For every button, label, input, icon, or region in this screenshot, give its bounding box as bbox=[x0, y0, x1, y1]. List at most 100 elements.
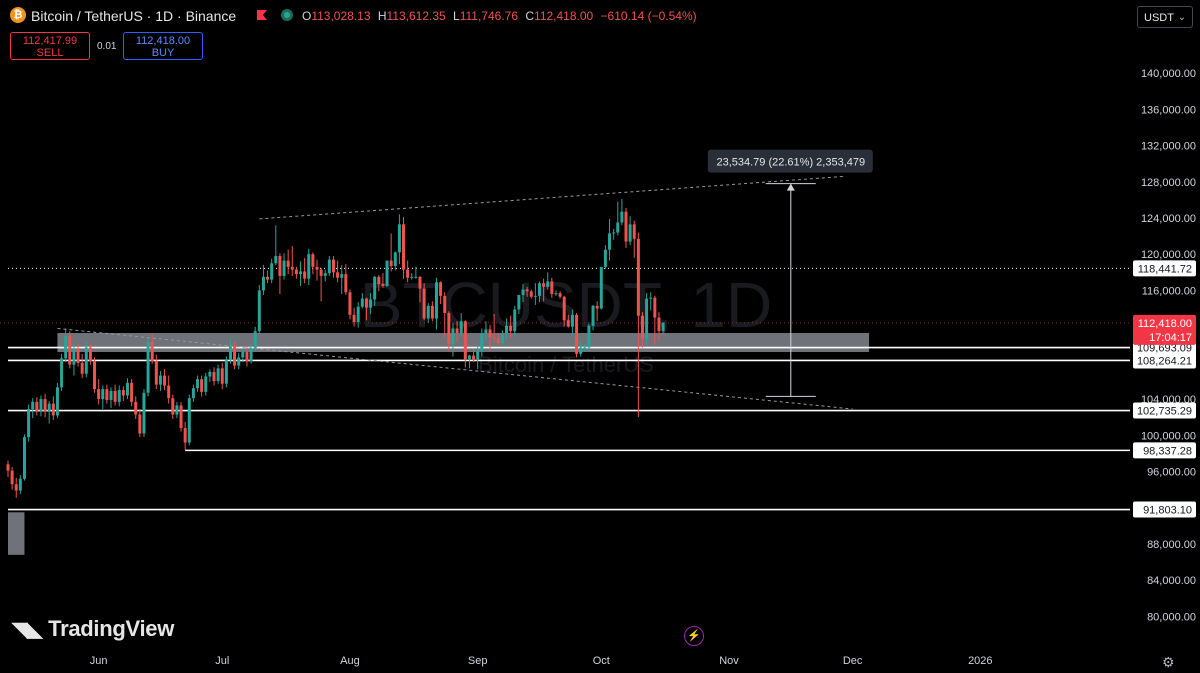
candle-body-154 bbox=[640, 315, 644, 339]
ohlc-low-value: 111,746.76 bbox=[459, 9, 519, 23]
bolt-icon[interactable]: ⚡ bbox=[684, 626, 704, 646]
candle-body-42 bbox=[179, 405, 183, 429]
ohlc-low-key: L bbox=[453, 9, 460, 23]
ohlc-high-key: H bbox=[377, 9, 387, 23]
candle-body-64 bbox=[270, 263, 274, 280]
candle-body-120 bbox=[500, 333, 504, 343]
support-zone-0 bbox=[57, 332, 870, 353]
candle-body-78 bbox=[327, 259, 331, 274]
candle-body-67 bbox=[282, 260, 286, 276]
level-price-tag-4 bbox=[1133, 442, 1196, 459]
candle-body-7 bbox=[35, 401, 39, 411]
candle-body-85 bbox=[356, 306, 360, 323]
candle-body-30 bbox=[130, 382, 134, 402]
candle-body-129 bbox=[537, 283, 541, 296]
candle-body-104 bbox=[434, 282, 438, 319]
last-price-tag bbox=[1133, 314, 1196, 345]
measure-label-box bbox=[707, 149, 873, 173]
currency-selector[interactable]: USDT ⌄ bbox=[1137, 6, 1193, 28]
candle-body-60 bbox=[253, 331, 257, 349]
y-tick-label: 132,000.00 bbox=[1141, 141, 1196, 153]
candle-body-88 bbox=[369, 299, 373, 308]
candle-body-157 bbox=[653, 297, 657, 318]
candle-body-121 bbox=[505, 325, 509, 334]
candle-body-41 bbox=[175, 405, 179, 415]
candle-body-83 bbox=[348, 292, 352, 315]
candle-body-140 bbox=[583, 347, 587, 349]
buy-button[interactable]: 112,418.00 BUY bbox=[123, 32, 203, 60]
x-tick-label: Aug bbox=[340, 655, 360, 667]
candle-body-55 bbox=[233, 346, 237, 366]
candle-body-73 bbox=[307, 254, 311, 279]
candle-body-20 bbox=[88, 347, 92, 362]
candle-body-26 bbox=[113, 390, 117, 402]
candle-body-45 bbox=[191, 388, 195, 399]
measure-label: 23,534.79 (22.61%) 2,353,479 bbox=[716, 157, 865, 169]
level-price-tag-5 bbox=[1133, 501, 1196, 518]
candle-body-10 bbox=[47, 403, 51, 412]
candle-body-34 bbox=[146, 342, 150, 393]
candle-body-147 bbox=[612, 232, 616, 234]
x-tick-label: Nov bbox=[719, 655, 739, 667]
candle-body-127 bbox=[529, 291, 533, 297]
level-price-tag-0 bbox=[1133, 260, 1196, 277]
candle-body-122 bbox=[509, 325, 513, 332]
candle-body-108 bbox=[451, 328, 455, 344]
candle-body-48 bbox=[204, 376, 208, 392]
candle-body-123 bbox=[513, 309, 517, 332]
candle-body-5 bbox=[27, 409, 31, 438]
candle-body-151 bbox=[628, 224, 632, 242]
y-tick-label: 136,000.00 bbox=[1141, 104, 1196, 116]
candle-body-63 bbox=[266, 276, 270, 280]
candle-body-43 bbox=[183, 428, 187, 443]
candle-body-96 bbox=[402, 224, 406, 270]
settings-gear-icon[interactable]: ⚙ bbox=[1162, 654, 1175, 670]
flag-icon[interactable] bbox=[257, 10, 267, 20]
ohlc-open-key: O bbox=[302, 9, 312, 23]
ohlc-close-key: C bbox=[525, 9, 535, 23]
candle-body-105 bbox=[439, 282, 443, 296]
tradingview-logo: ◥◣ TradingView bbox=[12, 616, 174, 642]
ohlc-high-value: 113,612.35 bbox=[386, 9, 446, 23]
candle-body-143 bbox=[595, 305, 599, 309]
candle-body-128 bbox=[533, 295, 537, 297]
measure-arrowhead bbox=[786, 183, 795, 191]
sell-label: SELL bbox=[36, 47, 64, 59]
trendline-1 bbox=[57, 327, 853, 410]
candle-body-0 bbox=[6, 464, 10, 471]
price-change: −610.14 (−0.54%) bbox=[600, 9, 697, 23]
candle-body-136 bbox=[566, 320, 570, 327]
x-tick-label: Dec bbox=[843, 655, 863, 667]
candle-body-57 bbox=[241, 352, 245, 358]
candle-body-115 bbox=[480, 333, 484, 352]
symbol-title[interactable]: Bitcoin / TetherUS · 1D · Binance bbox=[31, 8, 237, 24]
candle-body-101 bbox=[422, 288, 426, 319]
candle-body-93 bbox=[389, 260, 393, 266]
candle-body-155 bbox=[645, 298, 649, 339]
candle-body-56 bbox=[237, 357, 241, 366]
candle-body-150 bbox=[624, 211, 628, 242]
candle-body-58 bbox=[245, 352, 249, 362]
candle-body-36 bbox=[154, 361, 158, 385]
ohlc-readout: O113,028.13 H113,612.35 L111,746.76 C112… bbox=[302, 9, 701, 23]
buy-label: BUY bbox=[151, 47, 175, 59]
candle-body-68 bbox=[286, 260, 290, 267]
candle-body-75 bbox=[315, 266, 319, 270]
market-status-icon[interactable] bbox=[281, 9, 293, 21]
sell-button[interactable]: 112,417.99 SELL bbox=[10, 32, 90, 60]
candle-body-29 bbox=[125, 382, 129, 396]
candle-body-145 bbox=[603, 249, 607, 267]
ohlc-open-value: 113,028.13 bbox=[311, 9, 371, 23]
candle-body-82 bbox=[344, 274, 348, 293]
candle-body-148 bbox=[616, 222, 620, 233]
bitcoin-icon: ₿ bbox=[10, 7, 26, 23]
candle-body-17 bbox=[76, 348, 80, 363]
candle-body-22 bbox=[97, 389, 101, 400]
x-tick-label: 2026 bbox=[968, 655, 992, 667]
chart-watermark: BTCUSDT, 1D bbox=[360, 269, 773, 341]
candle-body-31 bbox=[134, 401, 138, 415]
candle-body-21 bbox=[93, 361, 97, 390]
candle-body-50 bbox=[212, 371, 216, 381]
candle-body-62 bbox=[261, 276, 265, 291]
